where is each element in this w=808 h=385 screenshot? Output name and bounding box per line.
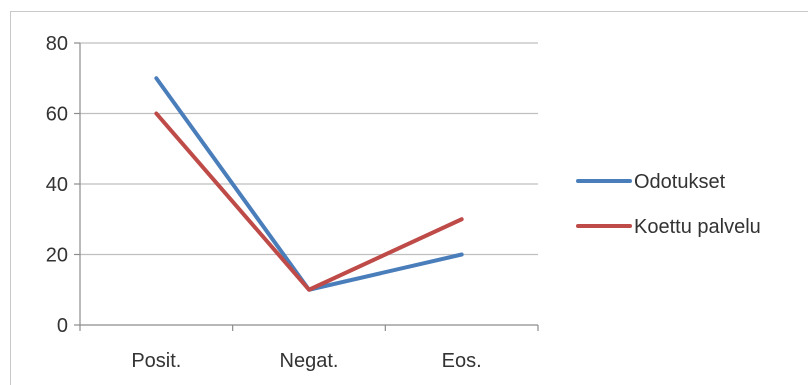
legend: Odotukset Koettu palvelu (576, 171, 761, 238)
x-tick-label: Negat. (280, 350, 339, 372)
x-tick-label: Eos. (442, 350, 482, 372)
y-tick-labels: 0 20 40 60 80 (46, 33, 68, 337)
series-line-1 (154, 111, 464, 292)
x-tick-labels: Posit. Negat. Eos. (131, 350, 481, 372)
legend-label-0: Odotukset (634, 171, 726, 193)
y-tick-label: 0 (57, 315, 68, 337)
axes (74, 42, 539, 331)
y-tick-label: 40 (46, 174, 68, 196)
y-tick-label: 60 (46, 104, 68, 126)
legend-label-1: Koettu palvelu (634, 216, 761, 238)
frame-border-left (10, 11, 11, 385)
y-tick-label: 80 (46, 33, 68, 55)
frame-border-top (10, 11, 808, 12)
x-tick-label: Posit. (131, 350, 181, 372)
series-lines (154, 76, 464, 292)
y-tick-label: 20 (46, 245, 68, 267)
gridlines (80, 42, 538, 256)
